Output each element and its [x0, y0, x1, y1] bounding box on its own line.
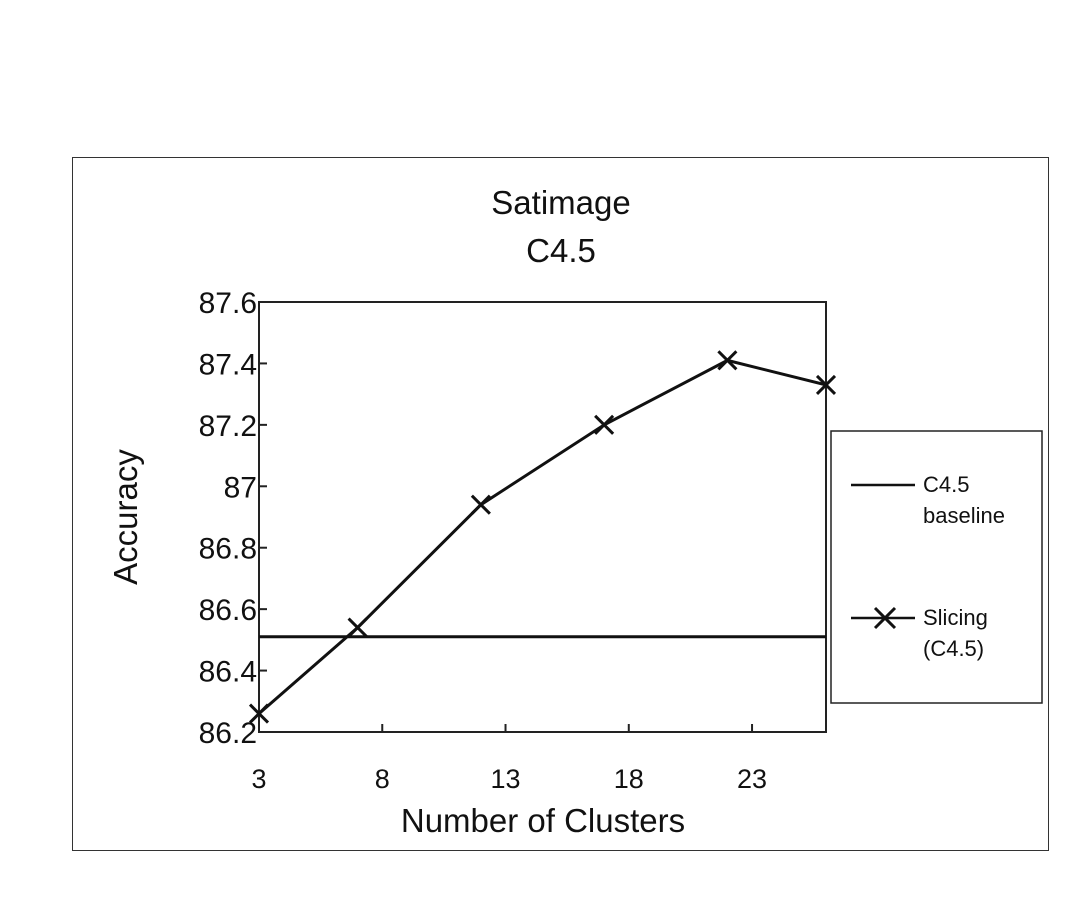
legend-marker-x	[873, 606, 897, 630]
y-tick-label: 86.2	[199, 717, 257, 750]
chart-title: Satimage	[491, 184, 630, 221]
x-tick-label: 8	[375, 764, 390, 794]
data-point-marker	[248, 703, 270, 724]
legend-label-slicing-line1: Slicing	[923, 605, 988, 630]
legend-box	[830, 430, 1043, 704]
y-tick-label: 86.8	[199, 533, 257, 566]
y-tick-label: 87.4	[199, 348, 257, 381]
legend: C4.5 baseline Slicing (C4.5)	[830, 430, 1043, 704]
y-tick-label: 87.6	[199, 287, 257, 320]
y-tick-label: 86.6	[199, 594, 257, 627]
x-axis: 3 8 13 18 23	[251, 724, 767, 794]
legend-label-baseline-line1: C4.5	[923, 472, 969, 497]
y-axis: 86.2 86.4 86.6 86.8 87 87.2 87.4 87.6	[199, 287, 267, 750]
data-point-marker	[594, 414, 615, 435]
x-tick-label: 3	[251, 764, 266, 794]
series-layer	[248, 350, 837, 724]
x-tick-label: 13	[490, 764, 520, 794]
data-point-marker	[815, 374, 837, 395]
y-tick-label: 87	[224, 471, 257, 504]
x-axis-label: Number of Clusters	[401, 802, 685, 839]
legend-label-baseline-line2: baseline	[923, 503, 1005, 528]
data-point-marker	[470, 494, 491, 515]
series-line-slicing	[258, 358, 827, 715]
line-chart: Satimage C4.5 86.2 86.4 86.6 86.8 87 87.2 87.4…	[107, 184, 1043, 839]
plot-area	[258, 301, 827, 733]
legend-label-slicing-line2: (C4.5)	[923, 636, 984, 661]
x-tick-label: 18	[614, 764, 644, 794]
data-point-marker	[717, 350, 738, 371]
y-tick-label: 86.4	[199, 656, 257, 689]
y-axis-label: Accuracy	[107, 449, 144, 585]
data-point-marker	[347, 617, 368, 638]
y-tick-label: 87.2	[199, 410, 257, 443]
chart-frame: Satimage C4.5 86.2 86.4 86.6 86.8 87 87.2 87.4…	[72, 157, 1049, 851]
chart-subtitle: C4.5	[526, 232, 596, 269]
x-tick-label: 23	[737, 764, 767, 794]
